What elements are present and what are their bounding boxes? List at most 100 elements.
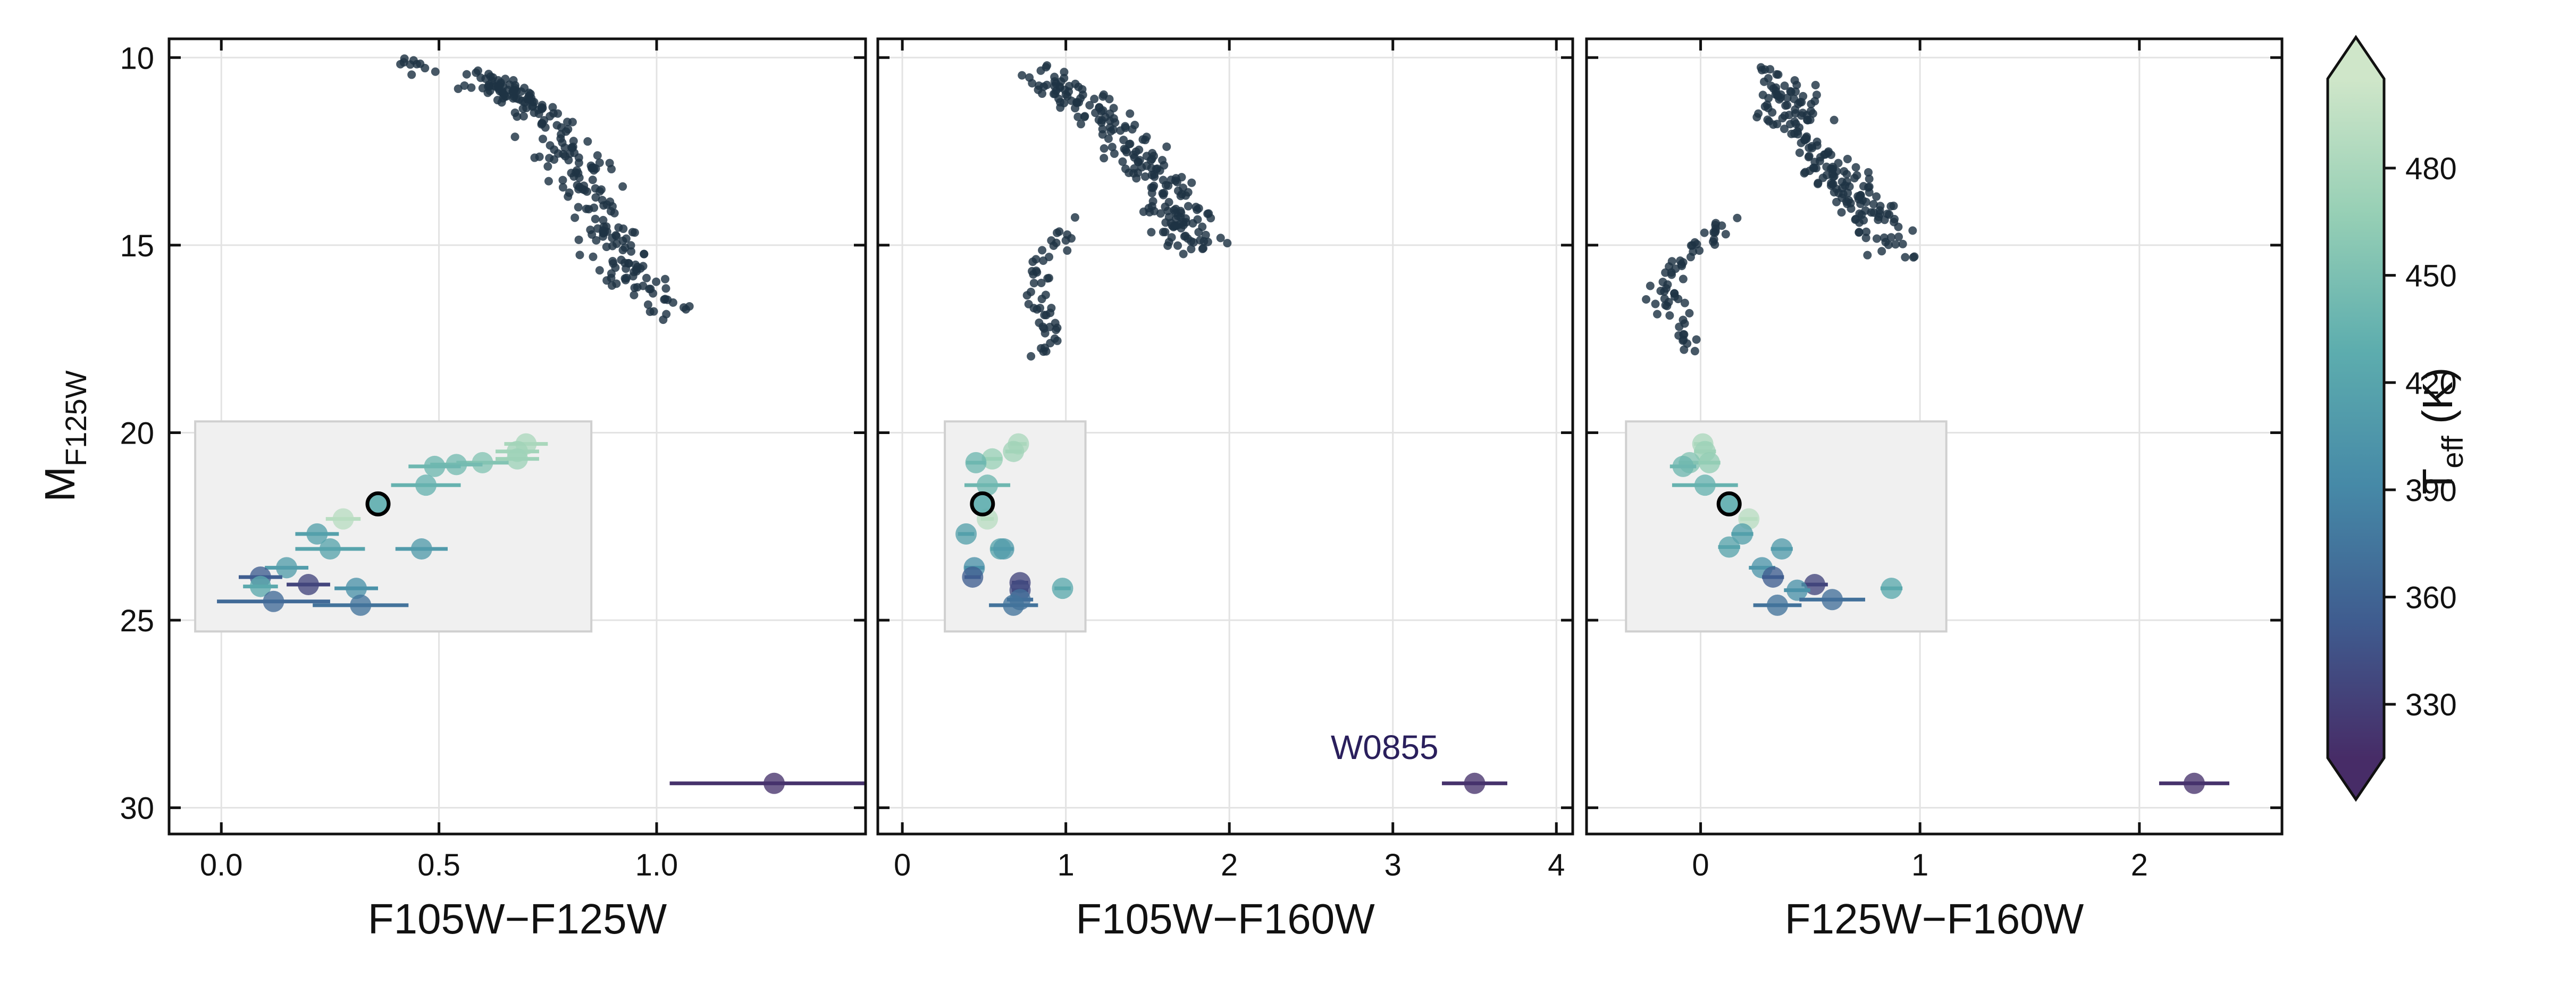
x-axis-label: F105W−F160W	[1076, 895, 1375, 943]
field-point	[1766, 65, 1775, 74]
field-point	[1135, 145, 1144, 154]
field-point	[1018, 71, 1027, 80]
field-point	[1733, 213, 1742, 222]
field-point	[612, 279, 621, 288]
field-point	[1035, 318, 1044, 327]
field-point	[540, 116, 549, 125]
target-point	[965, 452, 987, 473]
field-point	[1098, 124, 1107, 134]
field-point	[1865, 174, 1874, 184]
ticks: 0.0 0.5 1.0 10 15 20 25 30	[120, 39, 866, 882]
field-point	[564, 156, 573, 165]
target-point-group	[993, 538, 1014, 560]
field-point	[510, 132, 519, 141]
target-point-group	[496, 448, 539, 470]
target-point-group	[295, 538, 365, 560]
field-point	[586, 226, 595, 235]
field-point	[454, 84, 463, 93]
field-point	[1795, 123, 1804, 132]
field-point	[1680, 345, 1689, 354]
field-point	[1843, 188, 1852, 197]
field-point	[1908, 226, 1917, 235]
field-point	[1046, 308, 1055, 318]
field-point	[544, 177, 553, 186]
field-point	[1794, 99, 1803, 109]
field-point	[662, 310, 671, 319]
x-tick-label: 2	[1221, 848, 1238, 882]
field-point	[528, 98, 537, 107]
field-point	[1194, 228, 1203, 237]
field-point	[558, 176, 567, 185]
field-point	[1044, 273, 1053, 282]
field-point	[1067, 234, 1076, 243]
field-point	[1851, 214, 1860, 223]
axes-frame	[876, 37, 1574, 836]
field-point	[1150, 172, 1159, 181]
field-point	[627, 247, 636, 256]
field-point	[1080, 112, 1089, 121]
field-point	[1036, 304, 1045, 313]
field-point	[553, 109, 563, 118]
field-point	[640, 249, 649, 258]
field-point	[1861, 234, 1870, 243]
field-point	[1886, 202, 1895, 211]
field-point	[618, 236, 627, 245]
field-point	[1206, 214, 1215, 223]
target-point	[1786, 579, 1808, 601]
x-tick-label: 2	[2131, 848, 2148, 882]
field-point	[1073, 112, 1083, 121]
field-point	[1808, 109, 1817, 118]
field-point	[1072, 98, 1081, 107]
colorbar-extend-top	[2328, 37, 2384, 79]
field-point	[521, 98, 530, 107]
y-axis-label: MF125W	[36, 370, 93, 502]
field-point	[1176, 213, 1185, 222]
field-point	[1161, 228, 1170, 237]
field-point	[1872, 192, 1881, 201]
field-point	[1790, 117, 1799, 126]
field-point	[1677, 261, 1686, 270]
field-point	[1194, 204, 1203, 213]
field-point	[1810, 163, 1819, 172]
field-point	[642, 273, 651, 282]
featured-point	[1716, 491, 1742, 516]
target-point-group	[1762, 566, 1784, 588]
field-point	[619, 224, 628, 234]
target-point	[2183, 772, 2205, 794]
field-point	[1670, 289, 1679, 298]
field-point	[1685, 308, 1694, 318]
field-point	[1163, 206, 1172, 215]
featured-point	[365, 491, 391, 516]
field-point	[1126, 109, 1135, 118]
field-point	[474, 66, 483, 75]
field-point	[1147, 228, 1156, 237]
field-point	[1847, 204, 1856, 213]
field-point	[643, 300, 652, 309]
target-point	[993, 538, 1014, 560]
field-point	[1901, 253, 1910, 262]
field-point	[535, 152, 544, 161]
target-point	[1762, 566, 1784, 588]
featured-point	[970, 491, 995, 516]
target-point-group	[1880, 578, 1903, 599]
field-point	[1803, 115, 1812, 124]
field-point	[460, 81, 469, 90]
field-point	[1109, 114, 1118, 123]
field-point	[1818, 173, 1827, 182]
target-point	[1003, 440, 1025, 462]
field-point	[1800, 135, 1809, 144]
field-point	[1029, 279, 1038, 288]
ticks: 0 1 2	[1587, 39, 2282, 882]
field-point	[1690, 347, 1699, 356]
field-point	[1130, 121, 1139, 130]
field-point	[1085, 101, 1094, 110]
field-point	[1781, 101, 1790, 110]
field-point	[574, 169, 583, 178]
colorbar-tick-label: 360	[2405, 581, 2457, 615]
field-point	[545, 154, 554, 163]
field-point	[591, 193, 600, 202]
field-point	[1056, 98, 1065, 107]
target-point-group	[265, 557, 308, 579]
field-point	[539, 135, 548, 144]
field-point	[1874, 215, 1883, 224]
